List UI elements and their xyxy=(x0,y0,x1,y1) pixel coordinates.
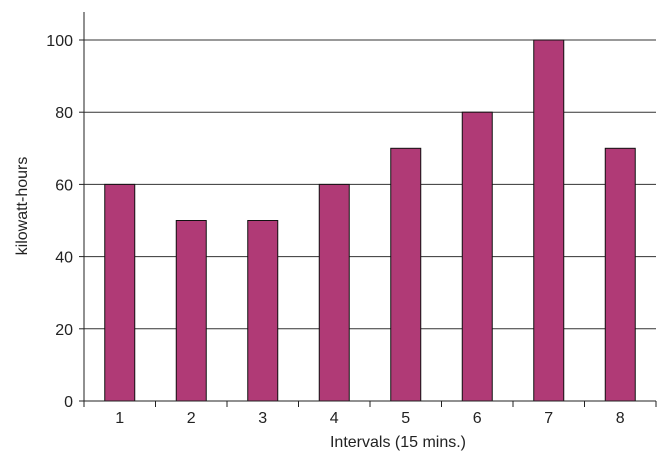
x-axis-title: Intervals (15 mins.) xyxy=(330,434,466,451)
x-tick-label-7: 7 xyxy=(544,410,553,427)
bar-4 xyxy=(318,183,350,402)
grid-lines xyxy=(84,39,656,330)
bar-1 xyxy=(104,183,136,402)
x-tick-label-4: 4 xyxy=(330,410,339,427)
bar-6 xyxy=(461,111,493,402)
bar-5 xyxy=(390,147,422,402)
x-tick-label-2: 2 xyxy=(187,410,196,427)
bars xyxy=(104,39,636,402)
axes xyxy=(79,12,657,407)
y-axis-title: kilowatt-hours xyxy=(14,157,31,256)
bar-7 xyxy=(533,39,565,402)
x-tick-label-1: 1 xyxy=(115,410,124,427)
y-tick-label-100: 100 xyxy=(46,33,73,50)
y-tick-label-60: 60 xyxy=(55,177,73,194)
y-tick-label-80: 80 xyxy=(55,105,73,122)
y-tick-label-20: 20 xyxy=(55,322,73,339)
y-tick-label-0: 0 xyxy=(64,394,73,411)
y-tick-label-40: 40 xyxy=(55,250,73,267)
tick-labels: 0 20 40 60 80 100 1 2 3 4 5 6 7 8 xyxy=(46,33,625,427)
bar-8 xyxy=(604,147,636,402)
x-tick-label-3: 3 xyxy=(258,410,267,427)
x-tick-label-8: 8 xyxy=(616,410,625,427)
x-tick-label-5: 5 xyxy=(401,410,410,427)
x-tick-label-6: 6 xyxy=(473,410,482,427)
bar-2 xyxy=(175,220,207,402)
bar-3 xyxy=(247,220,279,402)
